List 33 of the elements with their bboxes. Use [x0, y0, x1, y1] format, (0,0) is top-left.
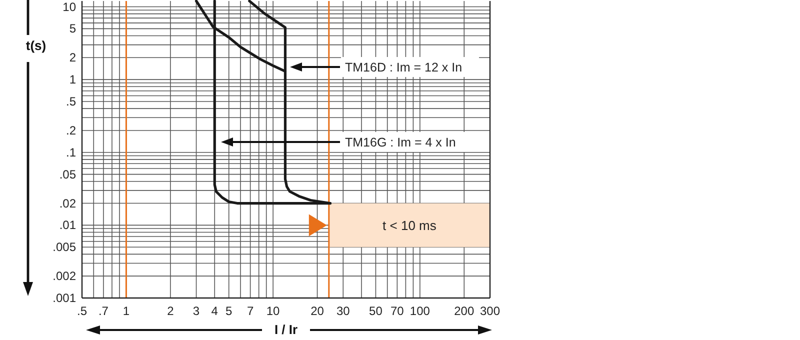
x-axis-title: I / Ir: [274, 322, 298, 337]
x-tick-label: 3: [192, 304, 200, 318]
x-tick-label: 30: [336, 304, 350, 318]
x-tick-label: 200: [454, 304, 474, 318]
y-tick-label: .005: [52, 240, 76, 254]
y-tick-label: 5: [69, 22, 76, 36]
x-tick-label: 70: [390, 304, 404, 318]
y-tick-label: .2: [66, 123, 76, 138]
y-tick-label: .05: [59, 167, 76, 182]
x-tick-label: 1: [122, 304, 130, 318]
x-tick-label: 7: [246, 304, 254, 318]
x-tick-label: 50: [369, 304, 383, 318]
x-tick-label: 300: [480, 304, 500, 318]
y-tick-label: .01: [59, 218, 76, 232]
x-tick-label: 20: [310, 304, 324, 318]
x-tick-label: .7: [98, 304, 109, 318]
x-tick-label: 2: [167, 304, 174, 318]
y-tick-label: .02: [59, 196, 76, 210]
x-tick-label: 5: [226, 304, 233, 318]
y-tick-label: .5: [66, 94, 76, 108]
x-tick-label: 4: [211, 304, 218, 318]
y-tick-label: .002: [52, 269, 76, 284]
y-tick-label: 1: [69, 72, 76, 87]
band-label: t < 10 ms: [382, 218, 437, 234]
y-tick-label: .1: [66, 145, 76, 160]
annotation: TM16D : Im = 12 x In: [345, 60, 462, 74]
y-tick-label: .001: [52, 291, 76, 305]
y-tick-label: 10: [62, 0, 76, 14]
y-tick-label: 2: [69, 50, 76, 65]
annotation: TM16G : Im = 4 x In: [345, 136, 456, 150]
x-tick-label: 10: [266, 304, 280, 318]
x-tick-label: 100: [410, 304, 430, 318]
y-axis-title: t(s): [26, 38, 46, 53]
